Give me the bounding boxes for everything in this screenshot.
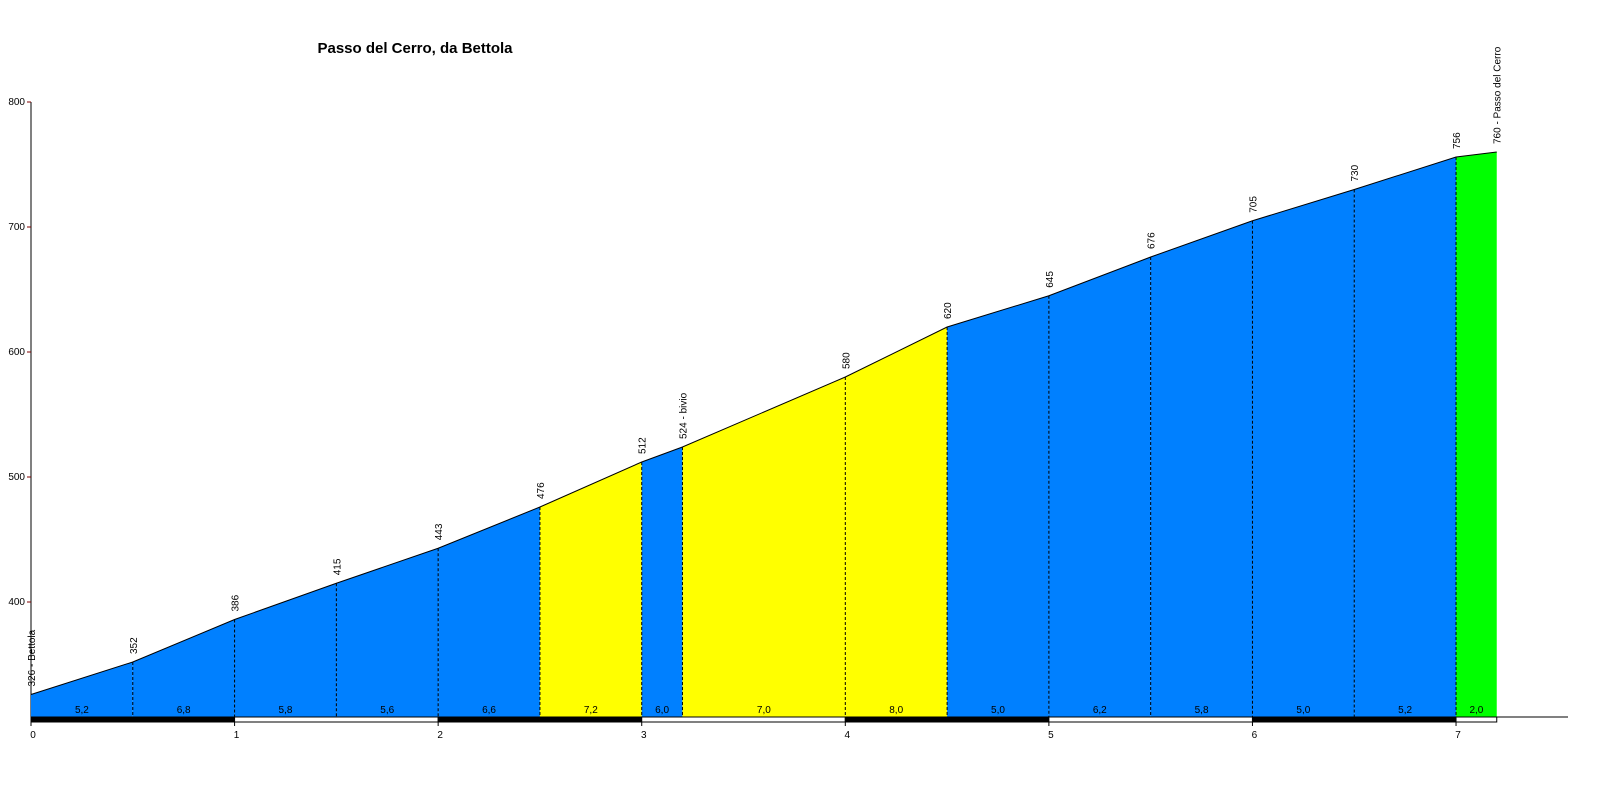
- elevation-label: 415: [332, 558, 343, 575]
- elevation-label: 352: [129, 637, 140, 654]
- chart-title: Passo del Cerro, da Bettola: [317, 40, 513, 57]
- x-tick-label: 4: [845, 730, 851, 741]
- gradient-label: 2,0: [1469, 705, 1483, 716]
- km-bar: [1048, 716, 1253, 723]
- profile-segment: [845, 327, 948, 717]
- x-tick-label: 6: [1252, 730, 1258, 741]
- x-tick-label: 2: [437, 730, 443, 741]
- elevation-label: 512: [638, 437, 649, 454]
- km-bar: [844, 716, 1050, 723]
- profile-segment: [1456, 152, 1497, 717]
- gradient-label: 8,0: [889, 705, 903, 716]
- gradient-label: 5,2: [75, 705, 89, 716]
- gradient-label: 6,2: [1093, 705, 1107, 716]
- y-tick-label: 800: [8, 97, 25, 108]
- elevation-label: 756: [1452, 132, 1463, 149]
- y-tick-label: 600: [8, 347, 25, 358]
- profile-segment: [539, 462, 642, 717]
- profile-segment: [234, 583, 337, 717]
- profile-segment: [682, 377, 846, 717]
- km-bar: [30, 716, 236, 723]
- profile-segment: [947, 295, 1049, 717]
- profile-segment: [31, 662, 133, 717]
- elevation-label: 326 - Bettola: [27, 629, 38, 686]
- km-bar: [437, 716, 643, 723]
- x-tick-label: 3: [641, 730, 647, 741]
- gradient-label: 7,0: [757, 705, 771, 716]
- profile-segment: [641, 447, 683, 717]
- profile-segment: [1048, 257, 1151, 717]
- km-bar: [1251, 716, 1457, 723]
- elevation-label: 476: [536, 482, 547, 499]
- x-tick-label: 0: [30, 730, 36, 741]
- x-tick-label: 7: [1455, 730, 1461, 741]
- elevation-label: 730: [1350, 164, 1361, 181]
- gradient-label: 5,8: [279, 705, 293, 716]
- elevation-label: 676: [1147, 232, 1158, 249]
- elevation-label: 580: [841, 352, 852, 369]
- y-tick-label: 500: [8, 472, 25, 483]
- gradient-label: 6,6: [482, 705, 496, 716]
- profile-segment: [1150, 220, 1253, 717]
- profile-segment: [1252, 189, 1355, 717]
- km-bar: [1455, 716, 1498, 723]
- profile-line: [30, 151, 1497, 695]
- elevation-label: 386: [231, 594, 242, 611]
- x-tick-label: 5: [1048, 730, 1054, 741]
- profile-segment: [132, 619, 235, 717]
- gradient-label: 5,6: [380, 705, 394, 716]
- gradient-label: 5,2: [1398, 705, 1412, 716]
- km-bar: [641, 716, 846, 723]
- gradient-label: 7,2: [584, 705, 598, 716]
- x-tick-label: 1: [234, 730, 240, 741]
- elevation-label: 524 - bivio: [678, 392, 689, 439]
- elevation-label: 645: [1045, 271, 1056, 288]
- elevation-label: 760 - Passo del Cerro: [1493, 46, 1504, 144]
- gradient-label: 6,8: [177, 705, 191, 716]
- elevation-label: 705: [1248, 196, 1259, 213]
- elevation-label: 620: [943, 302, 954, 319]
- gradient-label: 5,0: [1296, 705, 1310, 716]
- profile-segment: [336, 548, 439, 717]
- gradient-label: 6,0: [655, 705, 669, 716]
- gradient-label: 5,8: [1195, 705, 1209, 716]
- y-tick-label: 700: [8, 222, 25, 233]
- profile-segment: [1354, 157, 1457, 717]
- profile-segment: [438, 507, 540, 717]
- y-tick-label: 400: [8, 597, 25, 608]
- elevation-label: 443: [434, 523, 445, 540]
- km-bar: [234, 716, 439, 723]
- gradient-label: 5,0: [991, 705, 1005, 716]
